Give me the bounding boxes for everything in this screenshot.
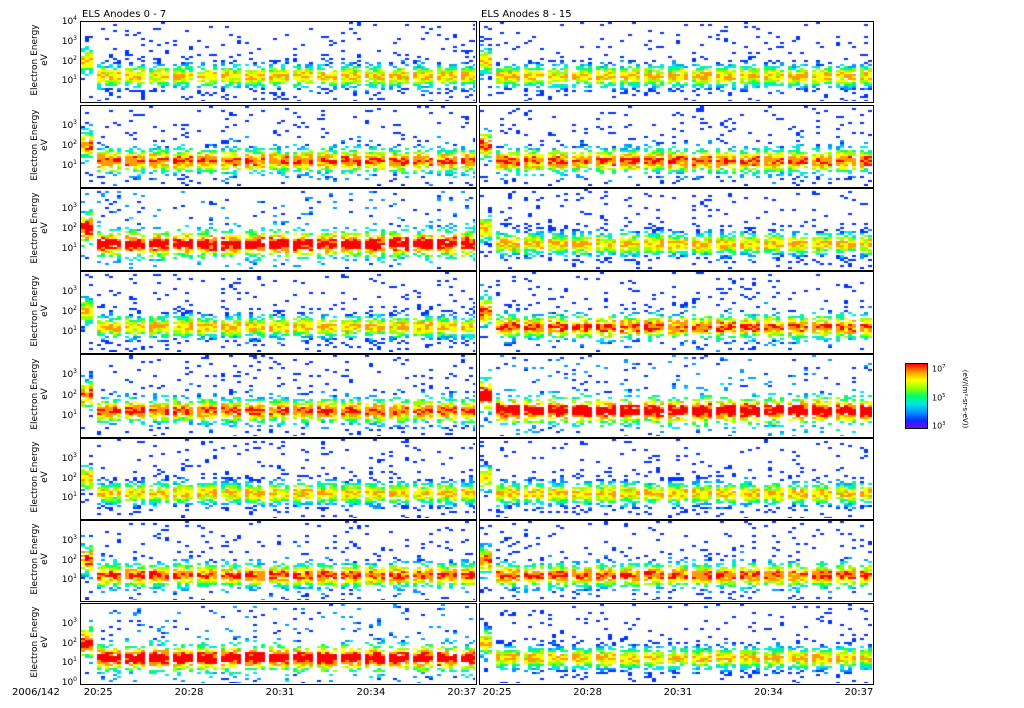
spectrogram-panel-anode-8 [479,21,874,103]
spectrogram-cells [81,439,475,518]
spectrogram-panel-anode-1 [80,105,477,188]
spectrogram-panel-anode-11 [479,271,874,354]
colorbar-tick-mid: 105 [932,393,946,403]
x-tick-label: 20:28 [174,687,204,698]
colorbar-label: (eV/(m²-sr-s-eV)) [961,369,969,429]
spectrogram-cells [81,355,475,436]
colorbar [905,363,928,429]
spectrogram-cells [480,604,872,683]
y-tick-label: 100 [61,676,77,688]
x-tick-label: 20:31 [663,687,693,698]
spectrogram-panel-anode-0 [80,21,477,103]
spectrogram-cells [81,106,475,186]
y-tick-label: 102 [61,139,77,151]
spectrogram-cells [480,355,872,436]
spectrogram-cells [480,22,872,101]
spectrogram-cells [480,272,872,352]
y-tick-label: 103 [61,119,77,131]
spectrogram-panel-anode-4 [80,354,477,438]
x-tick-label: 20:37 [447,687,477,698]
x-tick-label: 20:34 [754,687,783,698]
x-tick-label: 20:25 [482,687,512,698]
spectrogram-panel-anode-3 [80,271,477,354]
spectrogram-panel-anode-15 [479,603,874,685]
spectrogram-panel-anode-2 [80,188,477,271]
spectrogram-panel-anode-9 [479,105,874,188]
y-tick-label: 101 [61,573,77,586]
spectrogram-cells [480,439,872,518]
x-tick-label: 20:31 [265,687,295,698]
y-tick-label: 103 [61,616,77,629]
spectrogram-cells [480,521,872,600]
y-tick-label: 101 [61,159,77,171]
spectrogram-cells [81,521,475,600]
y-tick-label: 103 [61,368,77,381]
spectrogram-cells [480,106,872,186]
y-tick-label: 101 [61,242,77,254]
spectrogram-panel-anode-13 [479,438,874,520]
y-tick-label: 102 [61,305,77,317]
y-tick-label: 102 [61,636,77,649]
y-tick-label: 102 [61,553,77,566]
x-tick-label: 20:28 [573,687,602,698]
spectrogram-panel-anode-14 [479,520,874,602]
y-tick-label: 101 [61,74,77,87]
y-tick-label: 103 [61,451,77,464]
spectrogram-panel-anode-7 [80,603,477,685]
spectrogram-panel-anode-5 [80,438,477,520]
spectrogram-cells [81,22,475,101]
date-label: 2006/142 [12,687,60,698]
spectrogram-panel-anode-10 [479,188,874,271]
y-tick-label: 101 [61,408,77,421]
column-title: ELS Anodes 0 - 7 [82,9,167,20]
colorbar-tick-bottom: 103 [932,421,946,431]
spectrogram-cells [81,189,475,269]
column-title: ELS Anodes 8 - 15 [481,9,572,20]
spectrogram-cells [81,272,475,352]
y-tick-label: 102 [61,54,77,67]
spectrogram-cells [480,189,872,269]
colorbar-tick-top: 107 [932,364,946,374]
y-tick-label: 103 [61,202,77,214]
y-tick-label: 102 [61,471,77,484]
x-tick-label: 20:37 [844,687,874,698]
y-tick-label: 101 [61,491,77,504]
y-tick-label: 102 [61,388,77,401]
y-tick-label: 101 [61,656,77,669]
x-tick-label: 20:34 [356,687,386,698]
y-tick-label: 101 [61,325,77,337]
y-tick-label: 104 [61,15,77,27]
spectrogram-panel-anode-12 [479,354,874,438]
y-tick-label: 103 [61,34,77,47]
x-tick-label: 20:25 [83,687,113,698]
spectrogram-cells [81,604,475,683]
y-tick-label: 103 [61,285,77,297]
spectrogram-panel-anode-6 [80,520,477,602]
y-tick-label: 102 [61,222,77,234]
y-tick-label: 103 [61,533,77,546]
